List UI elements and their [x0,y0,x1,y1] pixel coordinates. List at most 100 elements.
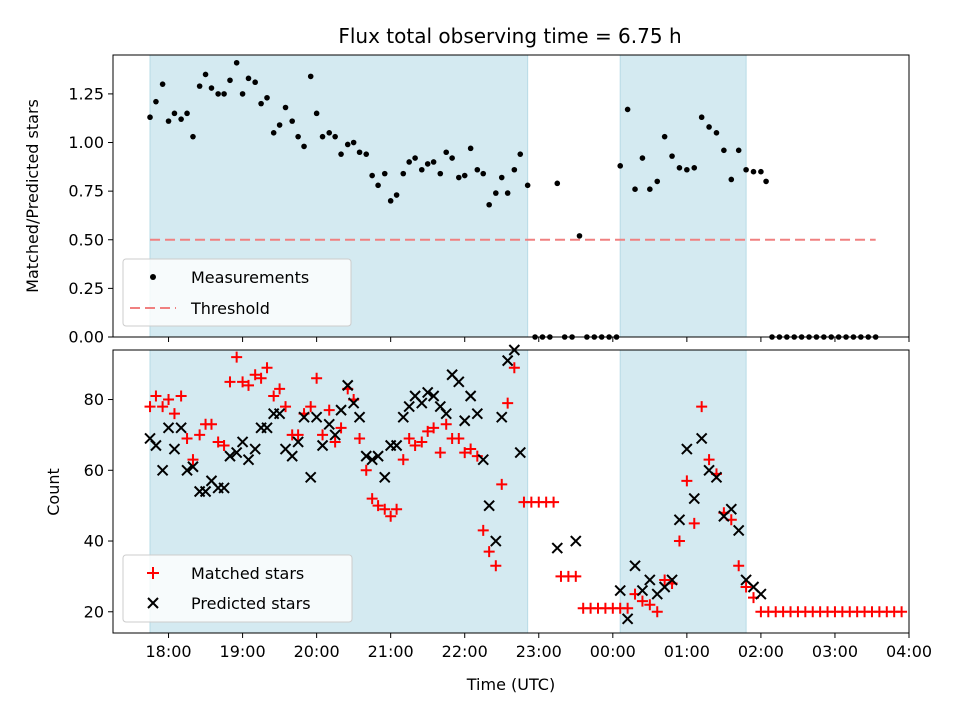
measurement-point [233,59,240,66]
matched-star-point [261,362,273,374]
measurement-point [184,110,190,117]
bottom-panel-x-axis: 18:00 19:00 20:00 21:00 22:00 23:00 00:00 01:00… [145,633,932,661]
bottom-panel-y-axis: 20 40 60 80 [84,390,113,621]
matched-star-point [255,372,267,384]
matched-star-point [681,475,693,487]
predicted-star-point [416,397,428,409]
matched-star-point [187,454,199,466]
matched-star-point [548,496,560,508]
x-tick-label: 22:00 [442,642,488,661]
matched-star-point [329,436,341,448]
measurement-point [486,201,492,208]
measurement-point [493,190,499,196]
predicted-star-point [286,450,298,462]
measurement-point [735,147,742,154]
measurement-point [639,155,646,161]
measurement-point [721,147,727,154]
matched-star-point [490,560,502,572]
measurement-point [319,133,326,140]
predicted-star-point [187,461,199,473]
predicted-star-point [329,429,341,441]
measurement-point [624,106,631,113]
predicted-star-point [501,354,514,367]
matched-star-point [622,602,634,614]
matched-star-point [696,401,708,413]
matched-star-point [366,493,378,505]
measurement-point [387,198,394,204]
matched-star-point [194,429,206,441]
measurement-point [763,178,769,185]
top-legend: Measurements Threshold [122,258,352,327]
measurement-point [511,166,518,173]
measurement-point [474,166,481,173]
measurement-point [393,192,400,198]
predicted-star-point [218,482,230,494]
matched-star-point [397,454,409,466]
top-legend-box [122,258,352,327]
predicted-star-point [150,439,162,452]
predicted-star-point [323,418,335,430]
predicted-star-point [496,411,508,423]
x-axis-label: Time (UTC) [466,675,555,694]
predicted-star-point [710,471,723,484]
matched-star-point [428,422,440,434]
predicted-star-point [310,411,323,423]
predicted-star-point [403,400,415,413]
predicted-star-point [298,411,310,423]
x-tick-label: 01:00 [664,642,710,661]
matched-star-point [434,447,446,459]
matched-star-point [644,599,656,611]
measurement-point [202,71,209,78]
predicted-star-point [464,390,477,402]
matched-star-point [144,401,156,413]
predicted-star-point [644,574,656,586]
measurement-point [301,143,307,150]
matched-star-point [459,447,471,459]
matched-star-point [175,390,187,402]
x-tick-label: 00:00 [590,642,636,661]
x-tick-label: 02:00 [738,642,784,661]
matched-star-point [335,422,347,434]
measurement-point [147,114,153,121]
matched-star-point [292,429,304,441]
predicted-star-point [427,390,440,402]
predicted-star-point [681,443,693,455]
matched-star-point [181,432,193,444]
bottom-legend-box [122,554,353,623]
measurement-point [632,186,638,192]
matched-star-point [403,432,415,444]
measurement-point [276,122,283,128]
top-panel-y-axis: 0.00 0.25 0.50 0.75 1.00 1.25 [68,84,113,347]
measurement-point [706,124,712,130]
top-panel: 0.00 0.25 0.50 0.75 1.00 1.25 Matched/Predict… [23,54,910,347]
matched-star-point [205,418,217,430]
matched-star-point [416,436,428,448]
measurement-point [524,182,531,189]
x-tick-label: 23:00 [516,642,562,661]
predicted-star-point [249,443,261,455]
x-tick-label: 03:00 [812,642,858,661]
predicted-star-point [162,422,175,434]
matched-star-point [218,440,230,452]
matched-star-point [323,404,335,416]
matched-star-point [224,376,236,388]
chart-title: Flux total observing time = 6.75 h [338,24,681,48]
y-tick-label: 0.25 [68,279,104,298]
measurement-point [617,163,624,169]
measurement-point [554,180,561,187]
predicted-star-point [335,404,347,416]
predicted-star-point [347,397,360,409]
predicted-star-point [471,407,484,420]
predicted-star-point [440,407,452,420]
measurement-point [363,151,370,157]
matched-star-point [274,383,286,395]
predicted-star-point [168,443,181,455]
predicted-star-point [175,422,187,434]
measurement-point [758,168,764,175]
matched-star-point [440,418,452,430]
x-tick-label: 20:00 [294,642,340,661]
measurement-point [264,94,270,101]
matched-star-point [688,517,700,529]
y-tick-label: 0.50 [68,230,104,249]
